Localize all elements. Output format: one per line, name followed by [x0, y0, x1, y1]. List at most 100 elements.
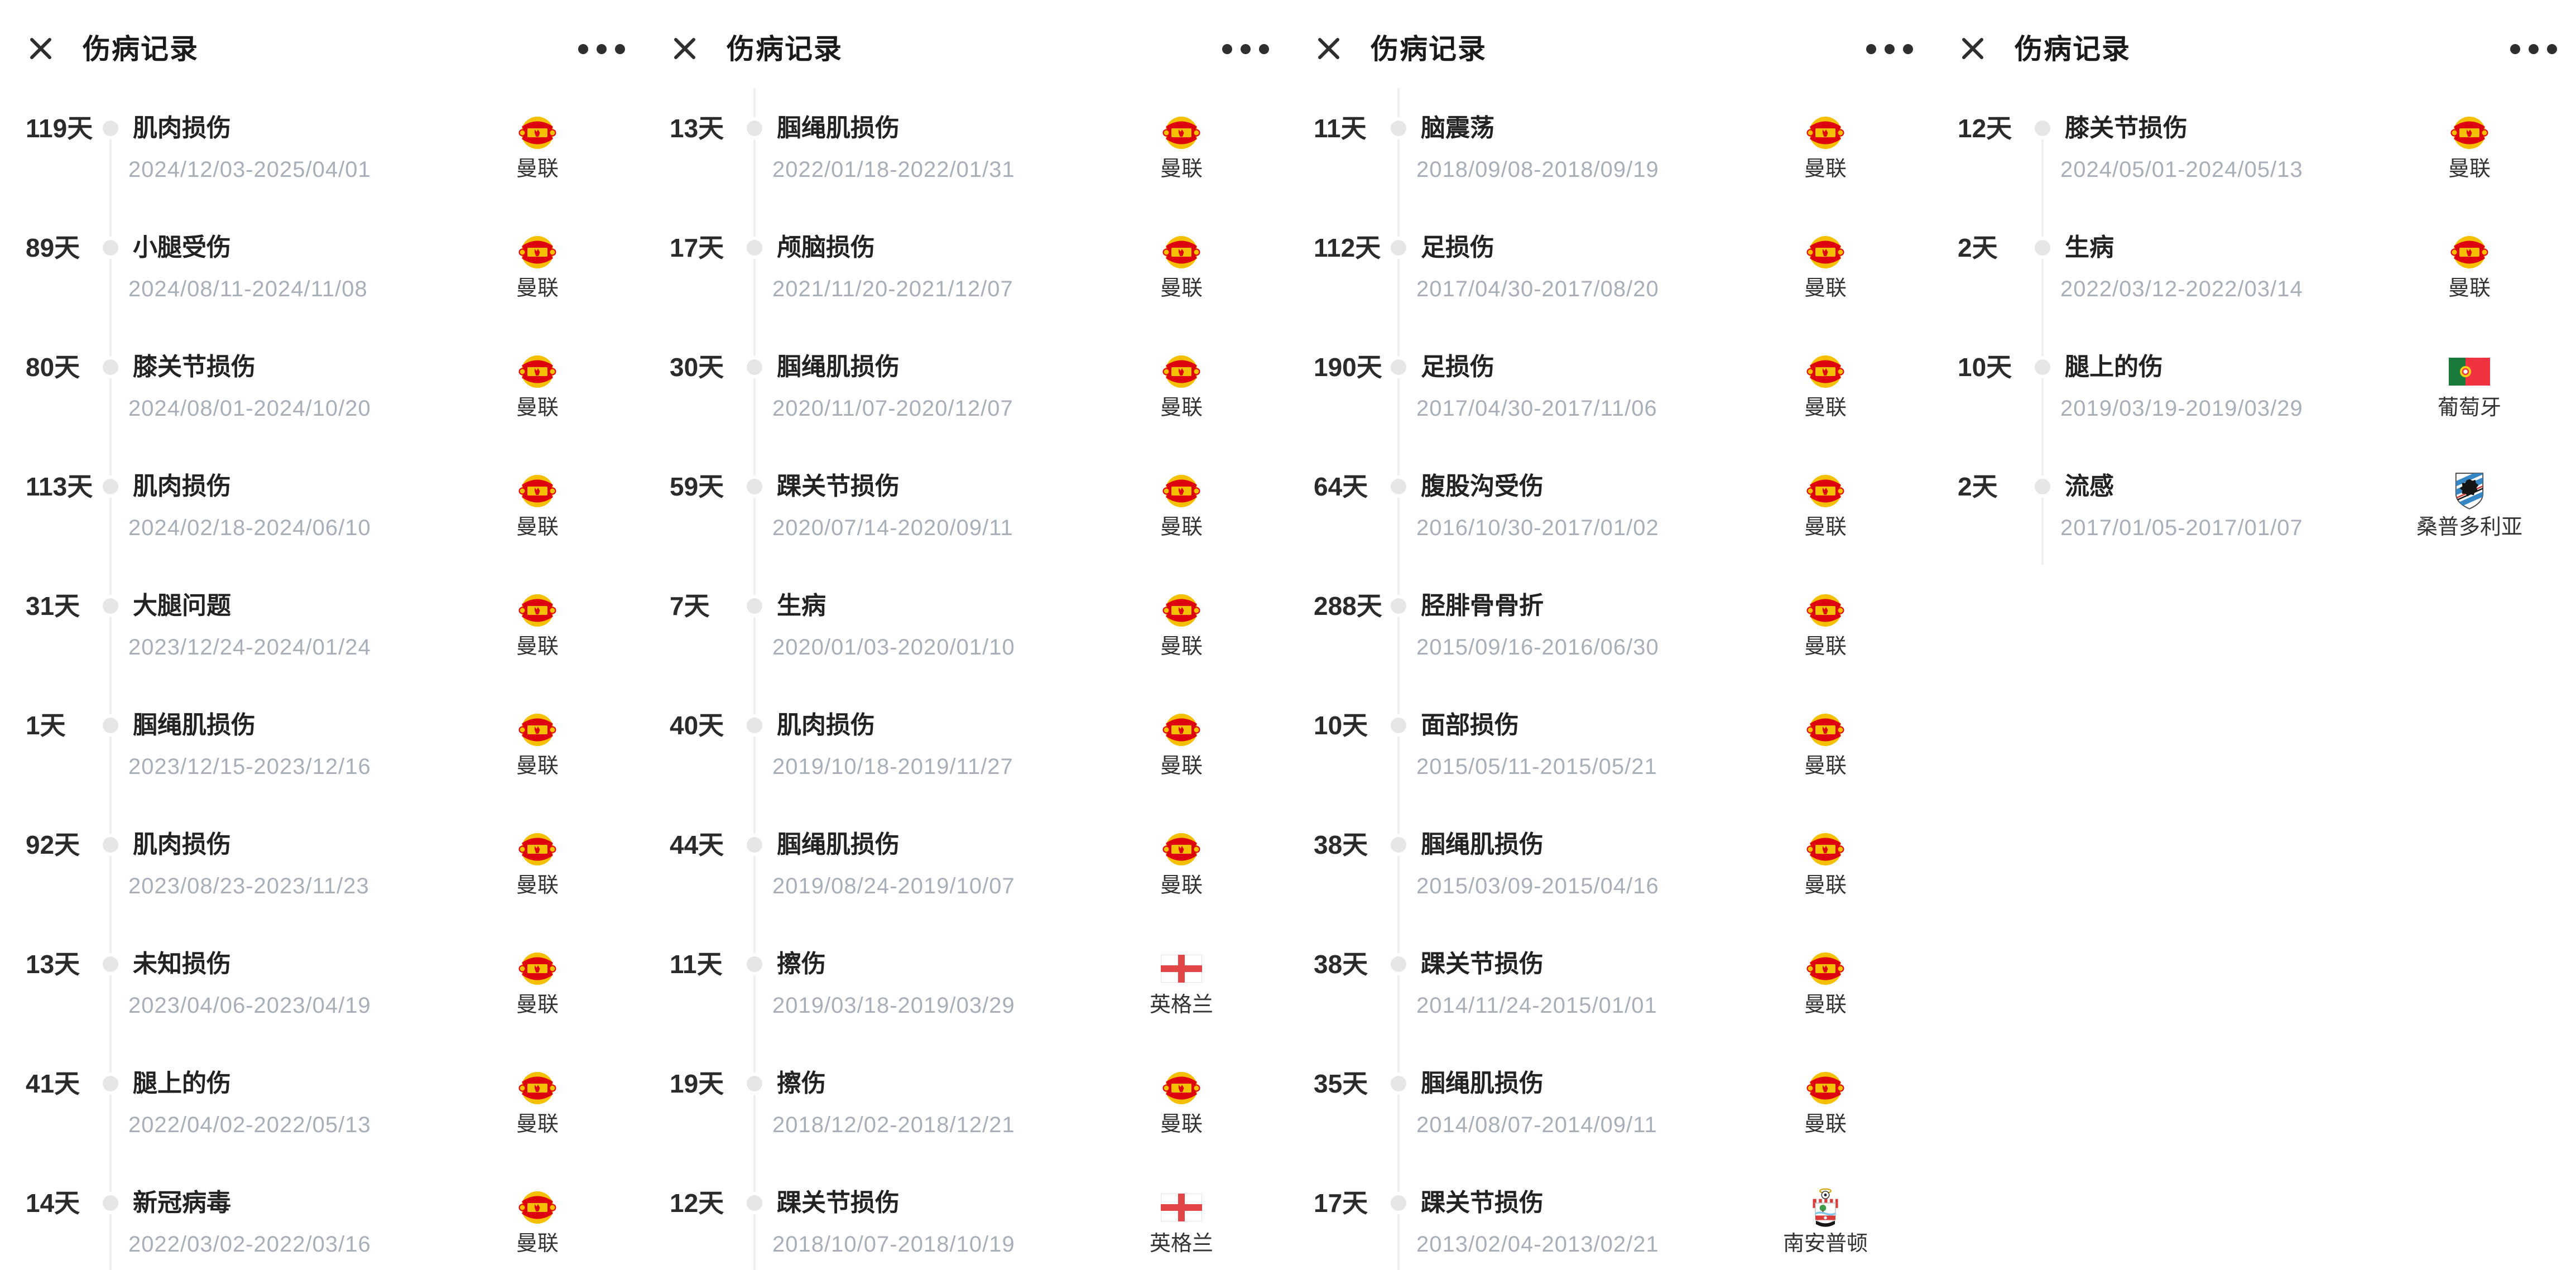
date-range: 2019/03/19-2019/03/29	[2060, 396, 2303, 421]
man-utd-badge-icon	[2449, 232, 2490, 272]
timeline-dot-icon	[747, 1195, 762, 1211]
date-range: 2024/05/01-2024/05/13	[2060, 157, 2303, 182]
team-name: 曼联	[1804, 874, 1847, 897]
team-badge: 曼联	[1114, 1068, 1248, 1137]
duration-days: 14天	[26, 1189, 80, 1218]
timeline-dot-icon	[747, 240, 762, 256]
injury-type: 腘绳肌损伤	[133, 711, 256, 739]
team-name: 曼联	[516, 396, 559, 420]
more-dots-icon[interactable]	[2510, 44, 2557, 54]
team-name: 曼联	[1804, 635, 1847, 658]
man-utd-badge-icon	[1805, 710, 1846, 750]
team-name: 曼联	[1160, 874, 1203, 897]
date-range: 2020/01/03-2020/01/10	[772, 635, 1015, 660]
duration-days: 13天	[670, 114, 724, 143]
duration-days: 190天	[1314, 353, 1382, 382]
team-badge: 曼联	[1758, 590, 1892, 660]
timeline-dot-icon	[1391, 956, 1406, 972]
man-utd-badge-icon	[1805, 590, 1846, 631]
injury-type: 足损伤	[1421, 234, 1494, 261]
date-range: 2023/04/06-2023/04/19	[128, 993, 371, 1018]
team-badge: 曼联	[470, 352, 604, 421]
close-icon[interactable]	[1316, 36, 1342, 61]
timeline-dot-icon	[103, 479, 118, 494]
injury-type: 踝关节损伤	[1421, 950, 1544, 978]
date-range: 2021/11/20-2021/12/07	[772, 277, 1013, 301]
injury-type: 腹股沟受伤	[1421, 473, 1544, 500]
timeline-dot-icon	[103, 598, 118, 614]
injury-type: 擦伤	[777, 1070, 826, 1097]
date-range: 2019/08/24-2019/10/07	[772, 874, 1015, 898]
man-utd-badge-icon	[1805, 949, 1846, 989]
more-dots-icon[interactable]	[1866, 44, 1913, 54]
injury-type: 小腿受伤	[133, 234, 231, 261]
close-icon[interactable]	[28, 36, 54, 61]
injury-type: 膝关节损伤	[133, 353, 256, 381]
duration-days: 38天	[1314, 830, 1368, 859]
team-name: 曼联	[1804, 277, 1847, 300]
duration-days: 2天	[1958, 233, 1998, 262]
team-badge: 南安普顿	[1758, 1187, 1892, 1257]
team-badge: 曼联	[470, 1187, 604, 1257]
injury-type: 肌肉损伤	[133, 473, 231, 500]
duration-days: 89天	[26, 233, 80, 262]
duration-days: 59天	[670, 472, 724, 501]
close-icon[interactable]	[672, 36, 698, 61]
injury-type: 生病	[777, 592, 826, 619]
england-badge-icon	[1161, 1187, 1202, 1228]
timeline-dot-icon	[747, 1076, 762, 1091]
team-badge: 曼联	[1758, 232, 1892, 301]
team-badge: 曼联	[1114, 113, 1248, 182]
more-dots-icon[interactable]	[578, 44, 625, 54]
duration-days: 44天	[670, 830, 724, 859]
team-name: 曼联	[516, 993, 559, 1017]
timeline-dot-icon	[747, 598, 762, 614]
injury-type: 腘绳肌损伤	[1421, 831, 1544, 858]
timeline-dot-icon	[1391, 837, 1406, 853]
timeline-dot-icon	[747, 837, 762, 853]
timeline-dot-icon	[1391, 1195, 1406, 1211]
team-name: 曼联	[2448, 277, 2491, 300]
duration-days: 113天	[26, 472, 93, 501]
injury-type: 腘绳肌损伤	[777, 353, 900, 381]
date-range: 2017/04/30-2017/11/06	[1416, 396, 1657, 421]
injury-type: 新冠病毒	[133, 1189, 231, 1216]
injury-type: 踝关节损伤	[777, 473, 900, 500]
injury-type: 胫腓骨骨折	[1421, 592, 1544, 619]
duration-days: 30天	[670, 353, 724, 382]
date-range: 2018/09/08-2018/09/19	[1416, 157, 1659, 182]
team-badge: 曼联	[1114, 710, 1248, 779]
injury-type: 擦伤	[777, 950, 826, 978]
injury-type: 腘绳肌损伤	[777, 831, 900, 858]
team-name: 曼联	[1804, 993, 1847, 1017]
man-utd-badge-icon	[1805, 113, 1846, 153]
team-badge: 曼联	[470, 949, 604, 1018]
duration-days: 13天	[26, 950, 80, 979]
page-title: 伤病记录	[1371, 33, 1487, 65]
man-utd-badge-icon	[1161, 1068, 1202, 1108]
date-range: 2014/08/07-2014/09/11	[1416, 1113, 1657, 1137]
team-name: 曼联	[1160, 635, 1203, 658]
injury-type: 踝关节损伤	[1421, 1189, 1544, 1216]
date-range: 2022/04/02-2022/05/13	[128, 1113, 371, 1137]
team-badge: 曼联	[2402, 113, 2536, 182]
timeline-dot-icon	[1391, 1076, 1406, 1091]
team-name: 曼联	[516, 1232, 559, 1255]
team-name: 南安普顿	[1782, 1232, 1868, 1255]
duration-days: 40天	[670, 711, 724, 740]
man-utd-badge-icon	[1161, 710, 1202, 750]
injury-type: 腿上的伤	[2065, 353, 2163, 381]
injury-type: 腿上的伤	[133, 1070, 231, 1097]
team-name: 曼联	[1160, 277, 1203, 300]
injury-type: 未知损伤	[133, 950, 231, 978]
date-range: 2015/09/16-2016/06/30	[1416, 635, 1659, 660]
duration-days: 17天	[1314, 1189, 1368, 1218]
timeline-dot-icon	[1391, 598, 1406, 614]
man-utd-badge-icon	[517, 949, 558, 989]
more-dots-icon[interactable]	[1222, 44, 1269, 54]
team-name: 英格兰	[1149, 993, 1213, 1017]
team-badge: 曼联	[1758, 471, 1892, 540]
team-name: 曼联	[1160, 396, 1203, 420]
close-icon[interactable]	[1960, 36, 1986, 61]
timeline-dot-icon	[2035, 121, 2050, 136]
